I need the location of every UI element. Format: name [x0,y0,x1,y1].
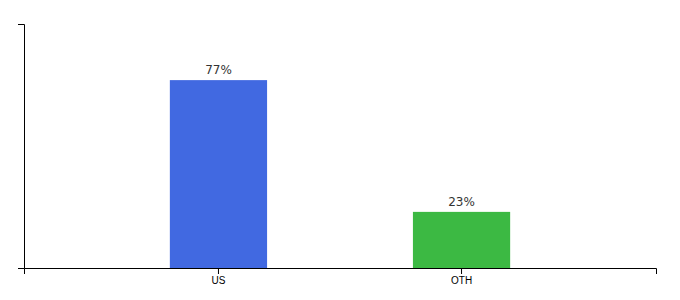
x-tick: US [212,268,226,286]
y-axis [18,25,25,269]
y-axis-line [18,25,25,269]
x-tick-label: OTH [451,275,472,286]
x-axis-line [25,269,657,275]
bar [170,80,267,268]
data-label: 23% [448,195,475,209]
x-tick-mark [218,268,219,274]
data-label: 77% [205,63,232,77]
x-tick-mark [461,268,462,274]
bars [170,80,510,268]
x-axis: US OTH [25,268,657,286]
data-labels: 77% 23% [205,63,475,209]
x-tick: OTH [451,268,472,286]
chart: US OTH 77% 23% [0,0,680,300]
bar [413,212,510,268]
plot: US OTH 77% 23% [18,25,657,287]
x-tick-label: US [212,275,226,286]
